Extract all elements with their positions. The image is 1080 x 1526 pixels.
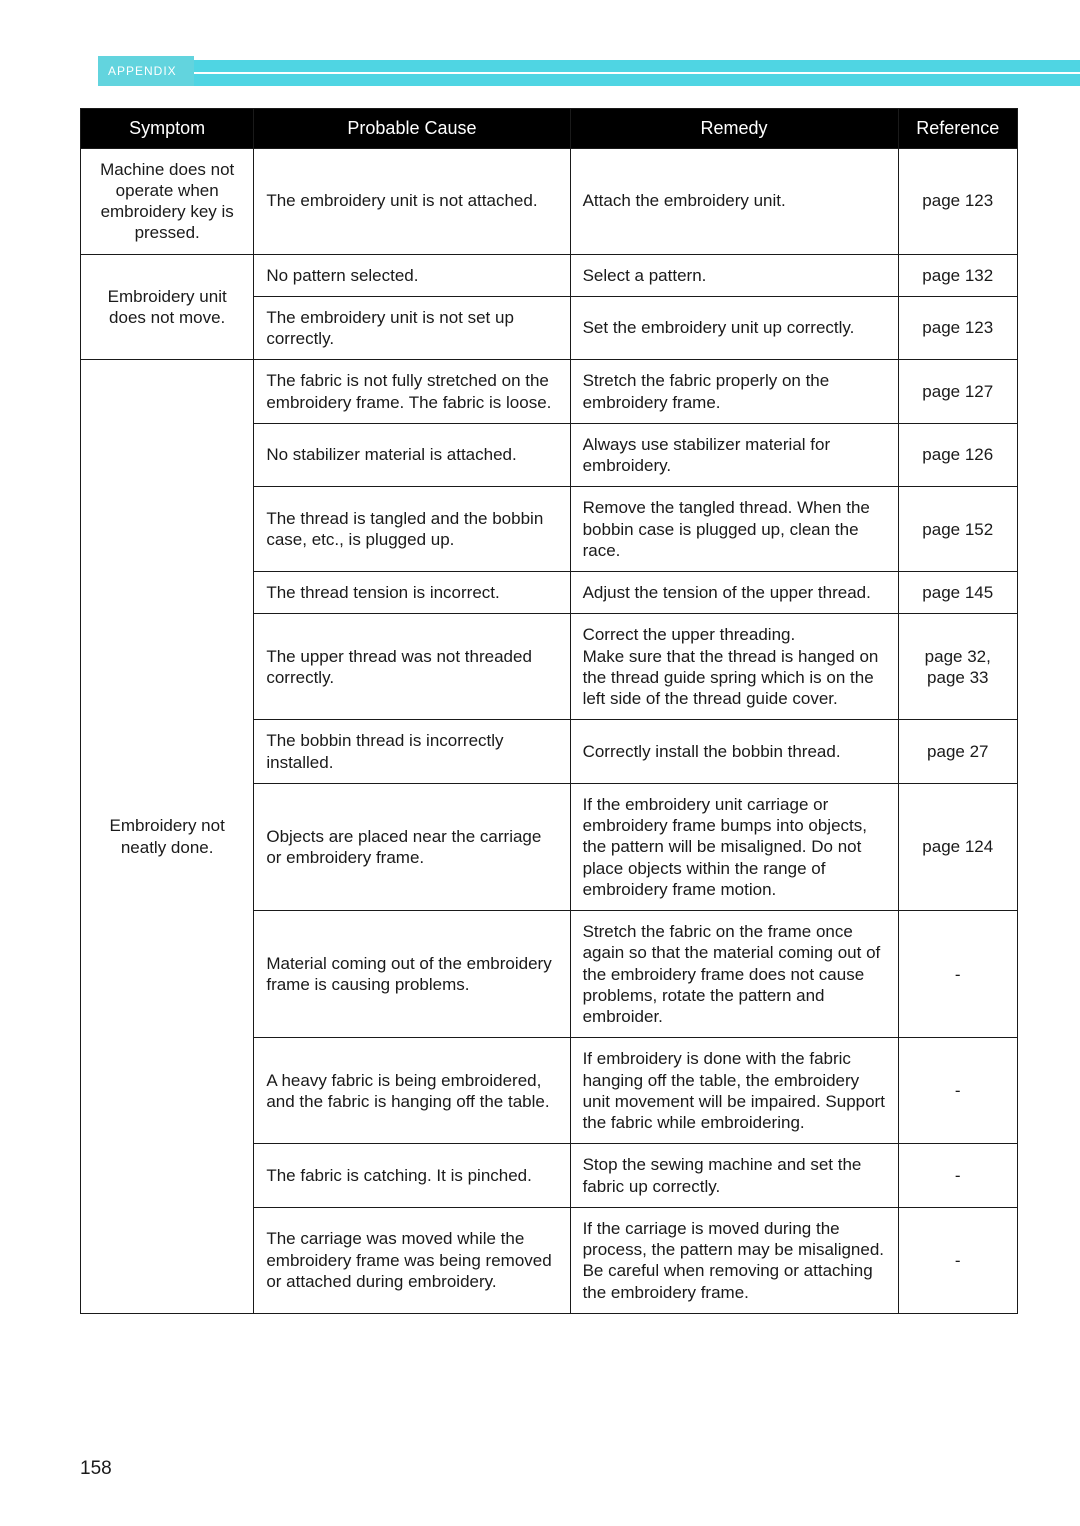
remedy-cell: Always use stabilizer material for embro…	[570, 423, 898, 487]
col-remedy: Remedy	[570, 109, 898, 149]
reference-cell: -	[898, 1038, 1017, 1144]
troubleshooting-table: Symptom Probable Cause Remedy Reference …	[80, 108, 1018, 1314]
remedy-cell: Attach the embroidery unit.	[570, 148, 898, 254]
remedy-cell: Remove the tangled thread. When the bobb…	[570, 487, 898, 572]
col-reference: Reference	[898, 109, 1017, 149]
cause-cell: A heavy fabric is being embroidered, and…	[254, 1038, 570, 1144]
remedy-cell: Correct the upper threading. Make sure t…	[570, 614, 898, 720]
cause-cell: Objects are placed near the carriage or …	[254, 783, 570, 910]
content: Symptom Probable Cause Remedy Reference …	[80, 108, 1018, 1314]
remedy-cell: Stretch the fabric properly on the embro…	[570, 360, 898, 424]
reference-cell: page 126	[898, 423, 1017, 487]
remedy-cell: Adjust the tension of the upper thread.	[570, 572, 898, 614]
reference-cell: -	[898, 1144, 1017, 1208]
reference-cell: page 152	[898, 487, 1017, 572]
cause-cell: The thread is tangled and the bobbin cas…	[254, 487, 570, 572]
symptom-cell: Machine does not operate when embroidery…	[81, 148, 254, 254]
cause-cell: The upper thread was not threaded correc…	[254, 614, 570, 720]
remedy-cell: Set the embroidery unit up correctly.	[570, 296, 898, 360]
cause-cell: No stabilizer material is attached.	[254, 423, 570, 487]
reference-cell: page 127	[898, 360, 1017, 424]
cause-cell: The fabric is not fully stretched on the…	[254, 360, 570, 424]
remedy-cell: Correctly install the bobbin thread.	[570, 720, 898, 784]
cause-cell: The fabric is catching. It is pinched.	[254, 1144, 570, 1208]
page: APPENDIX Symptom Probable Cause Remedy R…	[0, 0, 1080, 1526]
appendix-line	[194, 72, 1080, 74]
remedy-cell: Stop the sewing machine and set the fabr…	[570, 1144, 898, 1208]
remedy-cell: If embroidery is done with the fabric ha…	[570, 1038, 898, 1144]
table-body: Machine does not operate when embroidery…	[81, 148, 1018, 1313]
reference-cell: page 27	[898, 720, 1017, 784]
remedy-cell: Select a pattern.	[570, 254, 898, 296]
cause-cell: The embroidery unit is not attached.	[254, 148, 570, 254]
table-header-row: Symptom Probable Cause Remedy Reference	[81, 109, 1018, 149]
cause-cell: No pattern selected.	[254, 254, 570, 296]
cause-cell: The carriage was moved while the embroid…	[254, 1207, 570, 1313]
remedy-cell: Stretch the fabric on the frame once aga…	[570, 911, 898, 1038]
reference-cell: page 123	[898, 148, 1017, 254]
reference-cell: page 124	[898, 783, 1017, 910]
table-row: Embroidery not neatly done.The fabric is…	[81, 360, 1018, 424]
symptom-cell: Embroidery not neatly done.	[81, 360, 254, 1314]
table-row: Embroidery unit does not move.No pattern…	[81, 254, 1018, 296]
symptom-cell: Embroidery unit does not move.	[81, 254, 254, 360]
page-number: 158	[80, 1458, 112, 1480]
reference-cell: -	[898, 1207, 1017, 1313]
reference-cell: -	[898, 911, 1017, 1038]
reference-cell: page 123	[898, 296, 1017, 360]
reference-cell: page 145	[898, 572, 1017, 614]
remedy-cell: If the embroidery unit carriage or embro…	[570, 783, 898, 910]
cause-cell: The embroidery unit is not set up correc…	[254, 296, 570, 360]
cause-cell: Material coming out of the embroidery fr…	[254, 911, 570, 1038]
col-cause: Probable Cause	[254, 109, 570, 149]
reference-cell: page 132	[898, 254, 1017, 296]
reference-cell: page 32, page 33	[898, 614, 1017, 720]
cause-cell: The thread tension is incorrect.	[254, 572, 570, 614]
appendix-label: APPENDIX	[98, 56, 194, 86]
col-symptom: Symptom	[81, 109, 254, 149]
cause-cell: The bobbin thread is incorrectly install…	[254, 720, 570, 784]
remedy-cell: If the carriage is moved during the proc…	[570, 1207, 898, 1313]
table-row: Machine does not operate when embroidery…	[81, 148, 1018, 254]
